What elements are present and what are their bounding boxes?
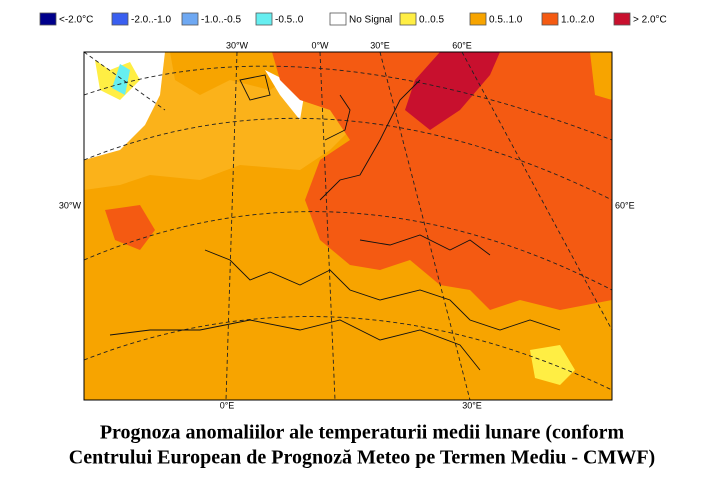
caption: Centrului European de Prognoză Meteo pe … <box>69 447 655 469</box>
coord-label: 60°E <box>615 200 635 210</box>
coord-label: 60°E <box>452 40 472 50</box>
legend-label: > 2.0°C <box>633 15 667 26</box>
legend-swatch <box>39 12 57 26</box>
legend-label: No Signal <box>349 15 392 26</box>
warm-spot <box>105 205 155 250</box>
legend-label: 0..0.5 <box>419 15 444 26</box>
legend-label: 0.5..1.0 <box>489 15 523 26</box>
coord-label: 30°E <box>370 40 390 50</box>
legend-swatch <box>399 12 417 26</box>
legend-swatch <box>181 12 199 26</box>
hot-region <box>405 52 500 130</box>
coord-label: 0°W <box>311 40 329 50</box>
map-frame <box>83 51 613 401</box>
warm-region-edge <box>590 52 612 100</box>
legend-swatch <box>541 12 559 26</box>
legend-label: -2.0..-1.0 <box>131 15 171 26</box>
map <box>83 51 613 401</box>
legend-swatch <box>255 12 273 26</box>
coord-label: 0°E <box>220 400 235 410</box>
coord-label: 30°E <box>462 400 482 410</box>
coord-label: 30°W <box>226 40 249 50</box>
legend-swatch <box>329 12 347 26</box>
light-spot <box>530 345 575 385</box>
legend-label: -1.0..-0.5 <box>201 15 241 26</box>
no-signal-region <box>265 70 305 120</box>
legend-swatch <box>469 12 487 26</box>
cold-spot <box>112 64 130 95</box>
legend: <-2.0°C -2.0..-1.0 -1.0..-0.5 -0.5..0 No Sig… <box>39 12 667 26</box>
legend-label: 1.0..2.0 <box>561 15 595 26</box>
legend-label: -0.5..0 <box>275 15 304 26</box>
legend-label: <-2.0°C <box>59 15 93 26</box>
caption: Prognoza anomaliilor ale temperaturii me… <box>100 422 625 444</box>
legend-swatch <box>613 12 631 26</box>
warm-region <box>272 52 612 310</box>
legend-swatch <box>111 12 129 26</box>
coord-label: 30°W <box>59 200 82 210</box>
